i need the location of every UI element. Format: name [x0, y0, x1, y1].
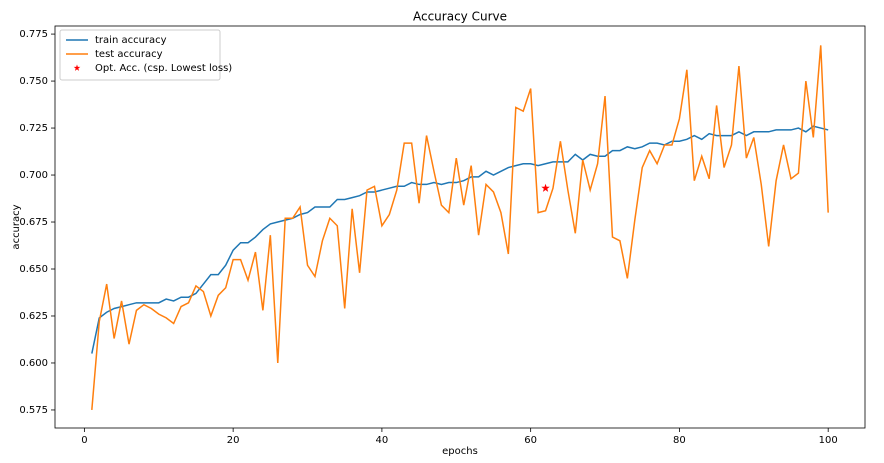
- legend-box: [59, 29, 221, 81]
- legend-swatch: [73, 64, 81, 71]
- x-tick-label: 20: [227, 435, 240, 446]
- legend-label: train accuracy: [95, 35, 167, 46]
- y-tick-label: 0.675: [19, 217, 48, 228]
- x-tick-label: 100: [819, 435, 838, 446]
- x-tick-label: 40: [376, 435, 389, 446]
- x-axis-label: epochs: [442, 446, 478, 457]
- y-tick-label: 0.600: [19, 358, 48, 369]
- y-tick-label: 0.725: [19, 123, 48, 134]
- y-axis-label: accuracy: [11, 204, 22, 249]
- plot-frame: [54, 25, 866, 429]
- optimum-marker: [541, 183, 550, 192]
- y-tick-label: 0.575: [19, 405, 48, 416]
- y-tick-label: 0.775: [19, 29, 48, 40]
- x-tick-label: 80: [673, 435, 686, 446]
- chart-title: Accuracy Curve: [413, 10, 507, 24]
- y-tick-label: 0.650: [19, 264, 48, 275]
- series-line: [91, 45, 829, 411]
- y-tick-label: 0.700: [19, 170, 48, 181]
- x-tick-label: 0: [81, 435, 87, 446]
- legend-label: test accuracy: [95, 49, 163, 60]
- legend-label: Opt. Acc. (csp. Lowest loss): [95, 63, 232, 74]
- y-tick-label: 0.750: [19, 76, 48, 87]
- x-tick-label: 60: [524, 435, 537, 446]
- y-tick-label: 0.625: [19, 311, 48, 322]
